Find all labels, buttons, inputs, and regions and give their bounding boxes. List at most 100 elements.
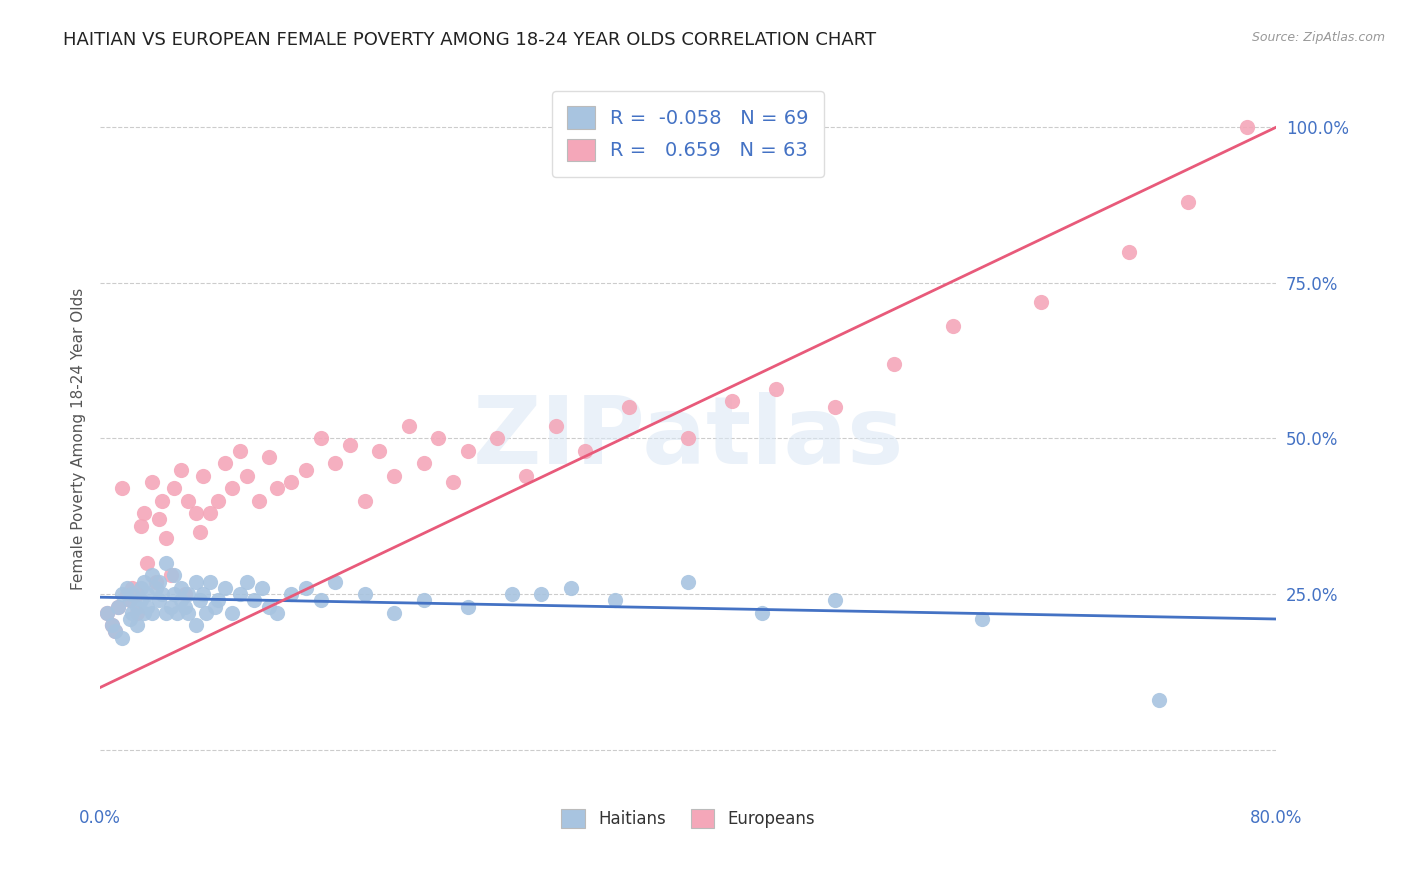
Point: [104, 624, 127, 639]
Point: [141, 475, 163, 489]
Point: [236, 468, 259, 483]
Point: [603, 593, 626, 607]
Point: [150, 493, 173, 508]
Point: [191, 468, 214, 483]
Point: [111, 587, 134, 601]
Point: [134, 506, 156, 520]
Point: [530, 587, 553, 601]
Point: [166, 606, 188, 620]
Point: [353, 587, 375, 601]
Point: [111, 481, 134, 495]
Point: [118, 612, 141, 626]
Point: [115, 581, 138, 595]
Point: [159, 599, 181, 614]
Point: [141, 568, 163, 582]
Point: [441, 475, 464, 489]
Point: [214, 581, 236, 595]
Point: [214, 456, 236, 470]
Point: [141, 606, 163, 620]
Point: [323, 456, 346, 470]
Point: [942, 319, 965, 334]
Point: [107, 599, 129, 614]
Point: [118, 593, 141, 607]
Point: [972, 612, 994, 626]
Point: [266, 481, 288, 495]
Point: [155, 556, 177, 570]
Text: Source: ZipAtlas.com: Source: ZipAtlas.com: [1251, 31, 1385, 45]
Point: [129, 518, 152, 533]
Point: [121, 581, 143, 595]
Point: [382, 606, 405, 620]
Point: [111, 631, 134, 645]
Legend: Haitians, Europeans: Haitians, Europeans: [554, 802, 821, 835]
Point: [148, 593, 170, 607]
Point: [177, 587, 200, 601]
Point: [412, 593, 434, 607]
Point: [96, 606, 118, 620]
Point: [412, 456, 434, 470]
Point: [257, 599, 280, 614]
Point: [136, 587, 159, 601]
Point: [125, 599, 148, 614]
Point: [765, 382, 787, 396]
Point: [204, 599, 226, 614]
Point: [368, 444, 391, 458]
Point: [295, 462, 318, 476]
Point: [457, 599, 479, 614]
Point: [339, 438, 361, 452]
Point: [243, 593, 266, 607]
Point: [159, 568, 181, 582]
Text: ZIPatlas: ZIPatlas: [472, 392, 904, 484]
Point: [148, 512, 170, 526]
Point: [200, 574, 222, 589]
Point: [229, 587, 252, 601]
Point: [207, 493, 229, 508]
Point: [398, 419, 420, 434]
Point: [280, 587, 302, 601]
Text: HAITIAN VS EUROPEAN FEMALE POVERTY AMONG 18-24 YEAR OLDS CORRELATION CHART: HAITIAN VS EUROPEAN FEMALE POVERTY AMONG…: [63, 31, 876, 49]
Point: [150, 587, 173, 601]
Point: [560, 581, 582, 595]
Point: [162, 481, 184, 495]
Point: [427, 432, 450, 446]
Point: [309, 593, 332, 607]
Point: [266, 606, 288, 620]
Point: [188, 524, 211, 539]
Point: [1236, 120, 1258, 135]
Point: [574, 444, 596, 458]
Point: [619, 401, 641, 415]
Point: [155, 606, 177, 620]
Point: [382, 468, 405, 483]
Point: [353, 493, 375, 508]
Point: [184, 574, 207, 589]
Point: [184, 618, 207, 632]
Point: [236, 574, 259, 589]
Point: [721, 394, 744, 409]
Point: [101, 618, 124, 632]
Point: [1147, 693, 1170, 707]
Point: [170, 593, 193, 607]
Point: [247, 493, 270, 508]
Point: [148, 574, 170, 589]
Point: [751, 606, 773, 620]
Point: [136, 556, 159, 570]
Point: [118, 593, 141, 607]
Point: [121, 587, 143, 601]
Point: [134, 606, 156, 620]
Point: [676, 432, 699, 446]
Point: [129, 581, 152, 595]
Point: [134, 574, 156, 589]
Point: [162, 587, 184, 601]
Point: [229, 444, 252, 458]
Point: [184, 506, 207, 520]
Point: [824, 593, 846, 607]
Point: [96, 606, 118, 620]
Point: [485, 432, 508, 446]
Point: [136, 599, 159, 614]
Point: [121, 606, 143, 620]
Point: [191, 587, 214, 601]
Point: [676, 574, 699, 589]
Point: [515, 468, 537, 483]
Point: [170, 462, 193, 476]
Point: [194, 606, 217, 620]
